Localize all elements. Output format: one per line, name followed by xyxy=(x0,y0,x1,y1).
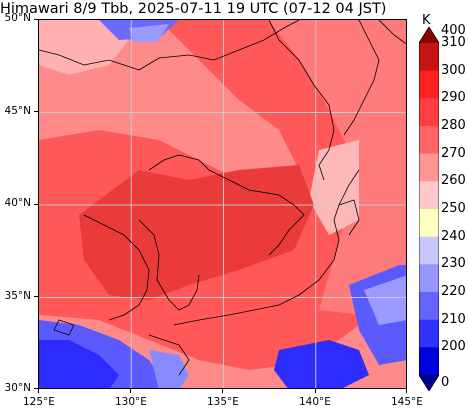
coast-primorye xyxy=(268,20,335,181)
y-tick-50n: 50°N xyxy=(4,12,31,24)
x-tickmark xyxy=(406,389,407,393)
colorbar-label: 270 xyxy=(441,145,466,161)
x-tick-125e: 125°E xyxy=(23,396,55,408)
colorbar xyxy=(419,27,439,391)
cold-cloud-south-mid xyxy=(149,350,189,388)
map-title: Himawari 8/9 Tbb, 2025-07-11 19 UTC (07-… xyxy=(0,1,387,17)
colorbar-extend-bottom xyxy=(419,375,439,391)
colorbar-label: 200 xyxy=(441,339,466,355)
cloud-high-nw xyxy=(39,20,129,75)
colorbar-label: 240 xyxy=(441,228,466,244)
tbb-map-svg xyxy=(39,20,406,388)
colorbar-segment xyxy=(419,43,439,72)
colorbar-segment xyxy=(419,319,439,348)
colorbar-label: 220 xyxy=(441,284,466,299)
cold-cloud-top-mid xyxy=(129,24,169,42)
colorbar-label: 300 xyxy=(441,62,466,78)
cold-cloud-east-mid xyxy=(364,275,406,325)
coast-china-east xyxy=(83,214,150,321)
colorbar-label: 310 xyxy=(441,35,466,50)
satellite-map xyxy=(38,19,407,389)
colorbar-segment xyxy=(419,209,439,238)
colorbar-segment xyxy=(419,347,439,376)
colorbar-label: 210 xyxy=(441,311,466,327)
colorbar-unit: K xyxy=(422,13,431,28)
x-tickmark xyxy=(222,389,223,393)
y-tickmark xyxy=(34,388,38,389)
colorbar-label: 260 xyxy=(441,173,466,189)
y-tickmark xyxy=(34,296,38,297)
coast-kyushu xyxy=(148,334,190,376)
cloud-east xyxy=(269,20,406,320)
x-tickmark xyxy=(315,389,316,393)
x-tick-145e: 145°E xyxy=(391,396,423,408)
colorbar-label: 0 xyxy=(441,375,450,390)
x-tickmark xyxy=(38,389,39,393)
cloud-high-east xyxy=(309,140,359,235)
y-tickmark xyxy=(34,19,38,20)
colorbar-label: 290 xyxy=(441,90,466,106)
island-jeju xyxy=(53,319,75,336)
colorbar-segment xyxy=(419,153,439,182)
colorbar-label: 230 xyxy=(441,256,466,272)
warm-land-region xyxy=(79,165,314,300)
border-north xyxy=(39,20,300,71)
colorbar-segment xyxy=(419,264,439,293)
colorbar-label: 250 xyxy=(441,201,466,216)
coastlines xyxy=(39,20,406,376)
colorbar-segment xyxy=(419,236,439,265)
coast-northkorea xyxy=(148,154,305,256)
colorbar-segment xyxy=(419,126,439,155)
colorbar-segment xyxy=(419,181,439,210)
colorbar-segment xyxy=(419,70,439,99)
x-tick-140e: 140°E xyxy=(299,396,331,408)
coast-sakhalin xyxy=(343,20,380,136)
y-tick-35n: 35°N xyxy=(4,290,31,302)
colorbar-label: 280 xyxy=(441,118,466,133)
colorbar-label: 400 xyxy=(441,23,466,38)
x-tick-135e: 135°E xyxy=(207,396,239,408)
y-tick-30n: 30°N xyxy=(4,382,31,394)
cold-cloud-se xyxy=(274,340,369,388)
y-tick-45n: 45°N xyxy=(4,105,31,117)
x-tickmark xyxy=(130,389,131,393)
y-tickmark xyxy=(34,204,38,205)
gridlines xyxy=(39,20,406,388)
coast-korea xyxy=(138,219,200,311)
y-tick-40n: 40°N xyxy=(4,197,31,209)
colorbar-segment xyxy=(419,292,439,321)
cold-cloud-sw-core xyxy=(39,340,119,388)
colorbar-extend-top xyxy=(419,27,439,43)
y-tickmark xyxy=(34,111,38,112)
coast-kuril xyxy=(378,20,406,45)
coast-tohoku xyxy=(338,199,360,236)
colorbar-segment xyxy=(419,98,439,127)
x-tick-130e: 130°E xyxy=(115,396,147,408)
